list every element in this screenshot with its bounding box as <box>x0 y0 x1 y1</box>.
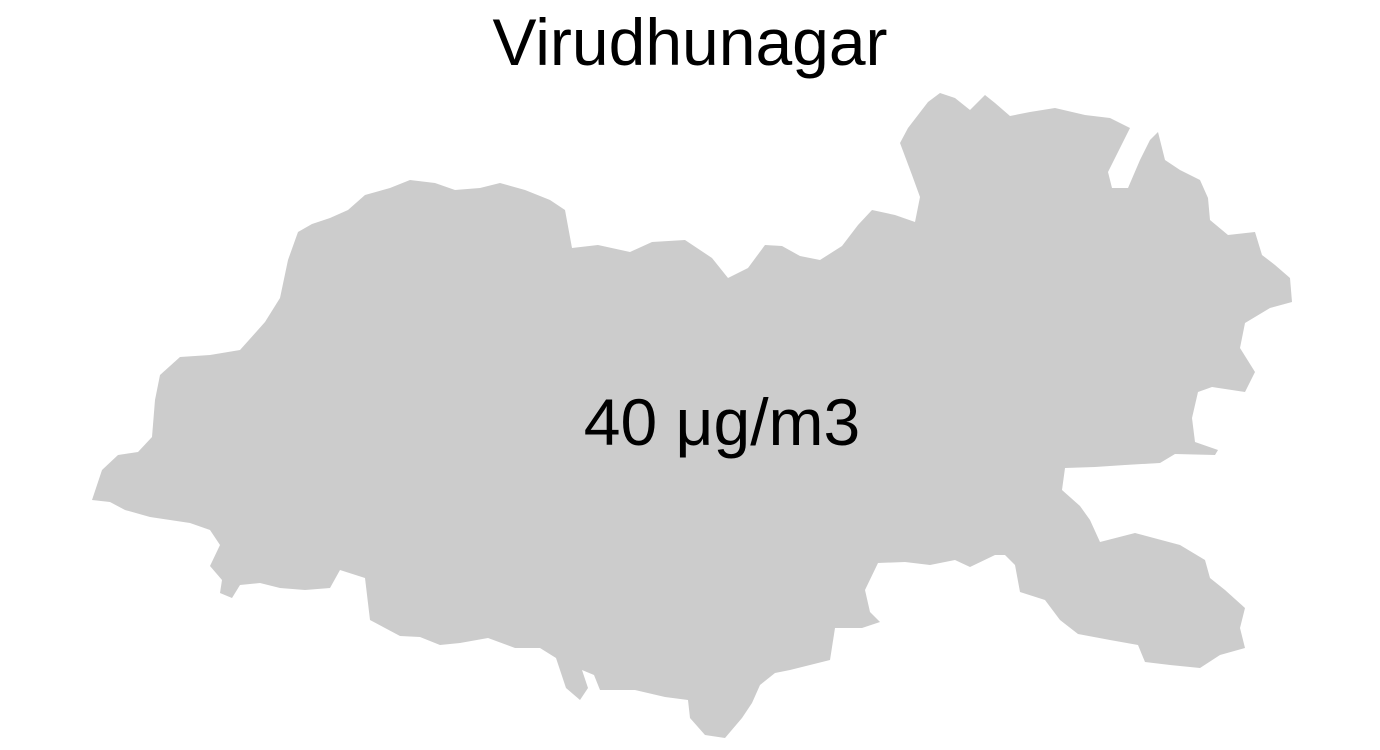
map-title: Virudhunagar <box>492 5 888 79</box>
pollution-value-label: 40 μg/m3 <box>584 385 861 459</box>
district-shape <box>92 93 1292 738</box>
